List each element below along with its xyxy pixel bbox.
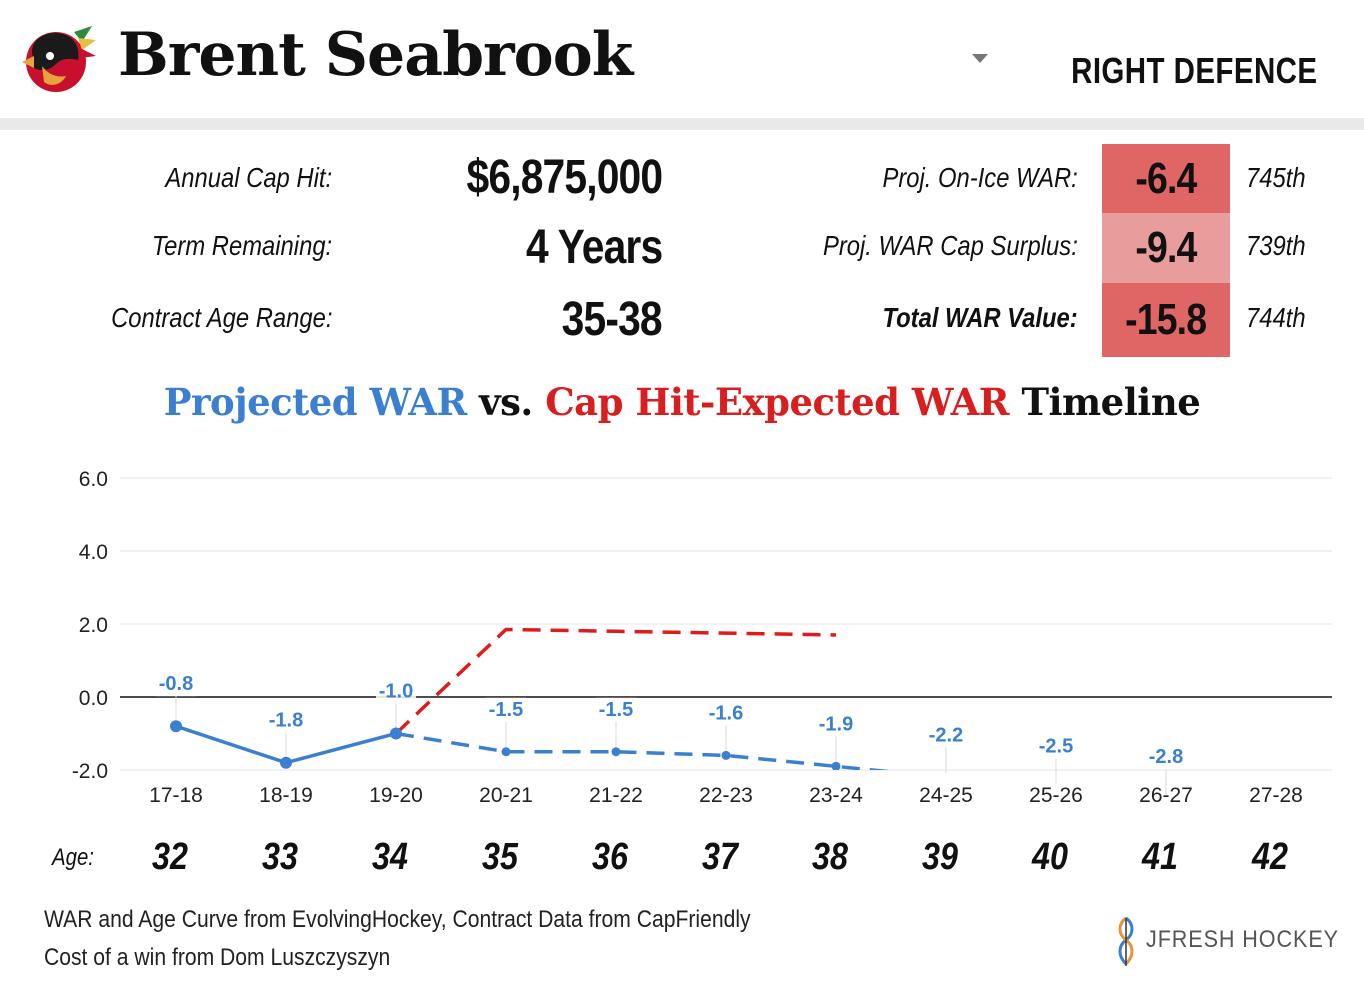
x-tick-label: 20-21 xyxy=(479,784,533,807)
data-label-background xyxy=(376,679,416,704)
proj-war-label: Proj. On-Ice WAR: xyxy=(882,162,1078,193)
age-value: 36 xyxy=(592,836,628,878)
chart-title: Projected WAR vs. Cap Hit-Expected WAR T… xyxy=(0,380,1364,424)
projected-war-point xyxy=(390,727,402,740)
y-tick-label: 0.0 xyxy=(79,687,108,710)
brand-logo-icon xyxy=(1118,916,1134,966)
data-label-background xyxy=(156,672,196,697)
brand-name: JFRESH HOCKEY xyxy=(1146,926,1339,953)
data-label-background xyxy=(486,697,526,722)
age-value: 40 xyxy=(1032,836,1068,878)
player-position: RIGHT DEFENCE xyxy=(1071,50,1318,91)
y-tick-label: 4.0 xyxy=(79,541,108,564)
data-label-background xyxy=(1146,745,1186,770)
age-value: 37 xyxy=(702,836,738,878)
x-tick-label: 17-18 xyxy=(149,784,203,807)
total-war-value-label: Total WAR Value: xyxy=(882,302,1078,333)
data-label-background xyxy=(816,712,856,737)
total-war-value-rank: 744th xyxy=(1246,302,1306,333)
term-value: 4 Years xyxy=(525,221,663,274)
projected-war-point xyxy=(721,750,731,760)
projected-war-forecast-line xyxy=(395,731,891,770)
player-dropdown-caret-icon[interactable] xyxy=(972,54,988,63)
x-tick-label: 19-20 xyxy=(369,784,423,807)
age-value: 33 xyxy=(262,836,298,878)
y-tick-label: -2.0 xyxy=(72,760,108,783)
projected-war-data-label: -0.8 xyxy=(159,673,193,695)
age-value: 32 xyxy=(152,836,188,878)
projected-war-point xyxy=(501,747,511,757)
x-tick-label: 21-22 xyxy=(589,784,643,807)
projected-war-point xyxy=(831,761,841,770)
proj-war-box: -6.4 xyxy=(1102,144,1230,214)
war-cap-surplus-rank: 739th xyxy=(1246,230,1306,261)
data-label-background xyxy=(266,708,306,733)
age-range-label: Contract Age Range: xyxy=(110,302,332,333)
data-label-background xyxy=(596,697,636,722)
age-value: 38 xyxy=(812,836,848,878)
x-tick-label: 22-23 xyxy=(699,784,753,807)
x-tick-label: 27-28 xyxy=(1249,784,1303,807)
projected-war-data-label: -2.8 xyxy=(1149,746,1183,768)
footer-cost-line: Cost of a win from Dom Luszczyszyn xyxy=(44,944,391,971)
data-label-background xyxy=(926,723,966,748)
x-tick-label: 25-26 xyxy=(1029,784,1083,807)
war-cap-surplus-label: Proj. WAR Cap Surplus: xyxy=(823,230,1078,261)
team-logo-icon xyxy=(22,26,96,92)
projected-war-point xyxy=(280,756,292,769)
chart-title-projected: Projected WAR xyxy=(163,380,467,424)
age-label: Age: xyxy=(52,844,94,871)
projected-war-data-label: -1.5 xyxy=(599,699,633,721)
age-value: 42 xyxy=(1252,836,1288,878)
war-cap-surplus-box: -9.4 xyxy=(1102,213,1230,283)
x-tick-label: 18-19 xyxy=(259,784,313,807)
header xyxy=(0,0,1364,118)
data-label-background xyxy=(706,701,746,726)
projected-war-point xyxy=(611,747,621,757)
proj-war-rank: 745th xyxy=(1246,162,1306,193)
projected-war-point xyxy=(942,773,951,782)
age-value: 35 xyxy=(482,836,518,878)
header-divider xyxy=(0,118,1364,130)
total-war-value-value: -15.8 xyxy=(1125,295,1207,344)
data-label-background xyxy=(1036,734,1076,759)
war-timeline-chart: -0.8 -1.8 -1.0 -1.5 -1.5 -1.6 -1.9 -2.2 -2.5 -2.8… xyxy=(72,468,1332,807)
projected-war-data-label: -1.0 xyxy=(379,681,413,703)
x-tick-label: 23-24 xyxy=(809,784,863,807)
total-war-value-box: -15.8 xyxy=(1102,283,1230,357)
term-label: Term Remaining: xyxy=(151,230,332,261)
y-tick-label: 6.0 xyxy=(79,468,108,491)
proj-war-value: -6.4 xyxy=(1135,154,1197,203)
projected-war-data-label: -2.2 xyxy=(929,724,963,746)
y-tick-label: 2.0 xyxy=(79,614,108,637)
chart-title-vs: vs. xyxy=(466,380,546,424)
cap-hit-expected-war-line xyxy=(394,627,837,735)
chart-title-timeline: Timeline xyxy=(1009,380,1201,424)
projected-war-data-label: -2.5 xyxy=(1039,735,1073,757)
cap-hit-value: $6,875,000 xyxy=(466,151,663,204)
war-cap-surplus-value: -9.4 xyxy=(1135,223,1197,272)
projected-war-data-label: -1.5 xyxy=(489,699,523,721)
player-name: Brent Seabrook xyxy=(118,20,633,90)
x-tick-label: 26-27 xyxy=(1139,784,1193,807)
age-range-value: 35-38 xyxy=(561,293,663,346)
age-value: 39 xyxy=(922,836,958,878)
age-value: 41 xyxy=(1142,836,1178,878)
x-tick-label: 24-25 xyxy=(919,784,973,807)
chart-title-expected: Cap Hit-Expected WAR xyxy=(545,380,1010,424)
age-value: 34 xyxy=(372,836,408,878)
projected-war-data-label: -1.6 xyxy=(709,702,743,724)
projected-war-point xyxy=(170,720,182,733)
projected-war-data-label: -1.9 xyxy=(819,713,853,735)
projected-war-data-label: -1.8 xyxy=(269,710,303,732)
footer-source-line: WAR and Age Curve from EvolvingHockey, C… xyxy=(44,906,751,933)
cap-hit-label: Annual Cap Hit: xyxy=(165,162,332,193)
